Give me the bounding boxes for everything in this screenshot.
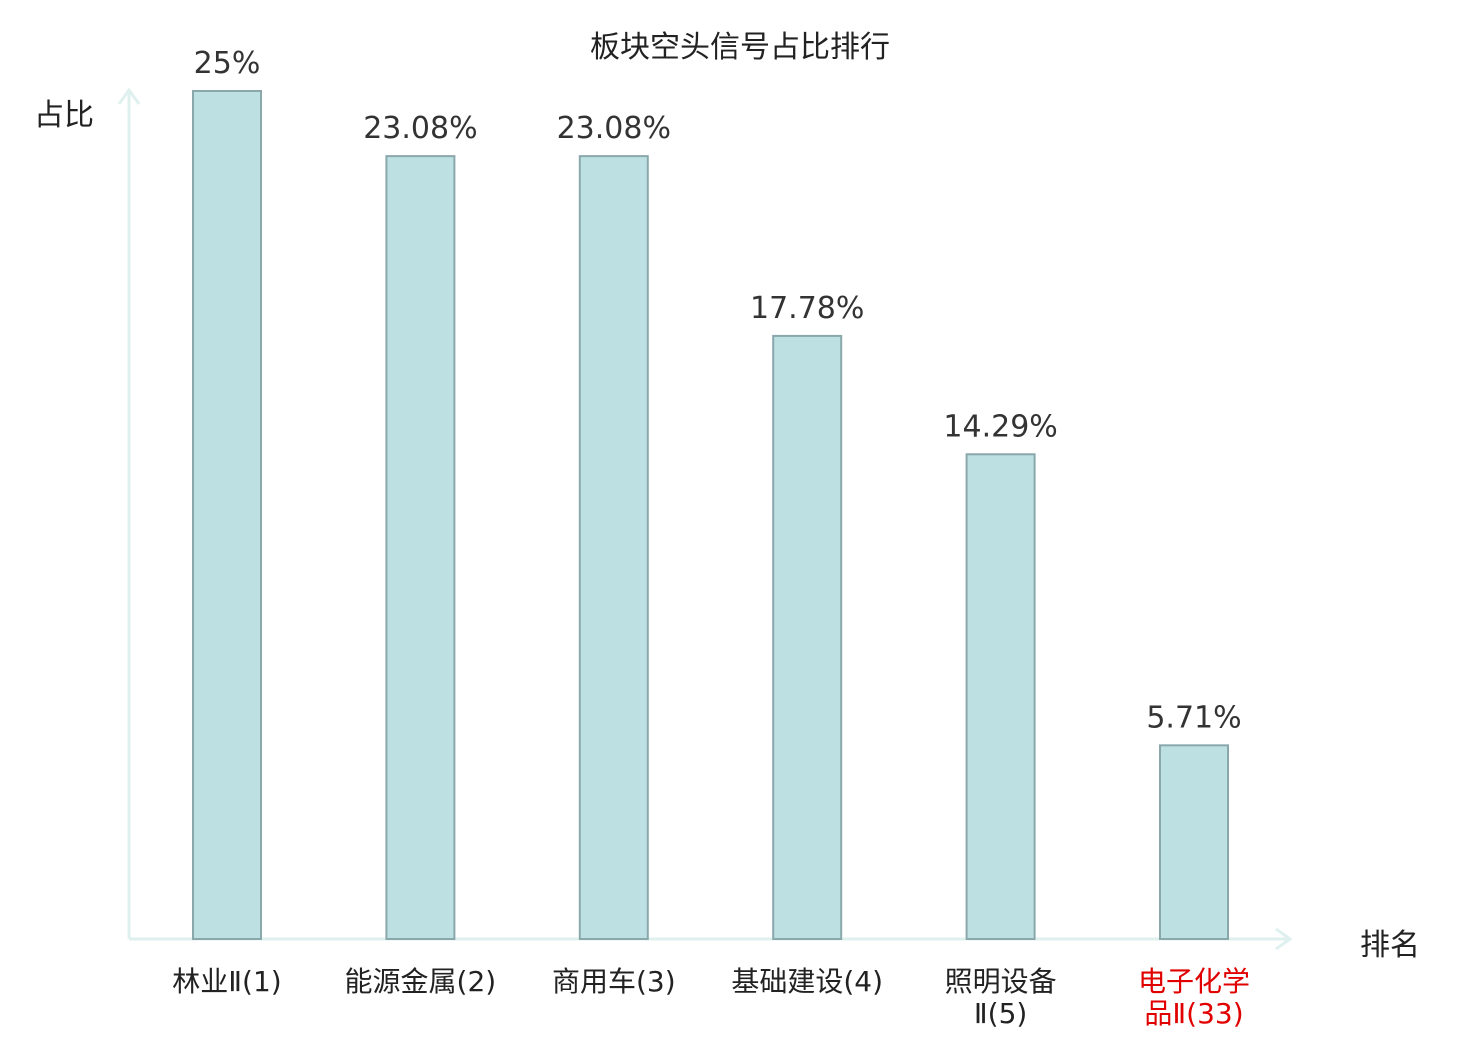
y-axis-label: 占比	[34, 98, 94, 133]
bar	[385, 155, 456, 940]
x-tick-label-line: 基础建设(4)	[731, 965, 884, 998]
x-tick-label: 林业Ⅱ(1)	[137, 966, 317, 998]
x-tick-label: 能源金属(2)	[330, 966, 510, 998]
x-tick-label-line: 电子化学	[1137, 965, 1250, 998]
data-label: 23.08%	[363, 111, 477, 146]
x-tick-label-line: Ⅱ(5)	[973, 997, 1028, 1030]
x-tick-label: 电子化学 品Ⅱ(33)	[1104, 966, 1284, 1030]
bar	[192, 90, 262, 940]
x-tick-label: 商用车(3)	[524, 966, 704, 998]
x-tick-label-line: 品Ⅱ(33)	[1144, 997, 1244, 1030]
data-label: 25%	[194, 46, 261, 81]
bar	[578, 155, 649, 940]
x-tick-label: 基础建设(4)	[717, 966, 897, 998]
bar	[1159, 744, 1229, 940]
data-label: 5.71%	[1146, 700, 1241, 735]
data-label: 14.29%	[943, 409, 1057, 444]
bar	[772, 334, 843, 940]
x-tick-label-line: 能源金属(2)	[344, 965, 497, 998]
bar	[965, 453, 1036, 940]
x-tick-label-line: 林业Ⅱ(1)	[172, 965, 282, 998]
x-axis-label: 排名	[1360, 928, 1420, 963]
y-axis-arrow	[117, 87, 141, 105]
x-tick-label-line: 商用车(3)	[551, 965, 676, 998]
x-tick-label-line: 照明设备	[944, 965, 1057, 998]
chart-title: 板块空头信号占比排行	[590, 30, 890, 65]
x-axis-arrow	[1275, 927, 1293, 951]
data-label: 23.08%	[557, 111, 671, 146]
x-tick-label: 照明设备 Ⅱ(5)	[911, 966, 1091, 1030]
data-label: 17.78%	[750, 291, 864, 326]
